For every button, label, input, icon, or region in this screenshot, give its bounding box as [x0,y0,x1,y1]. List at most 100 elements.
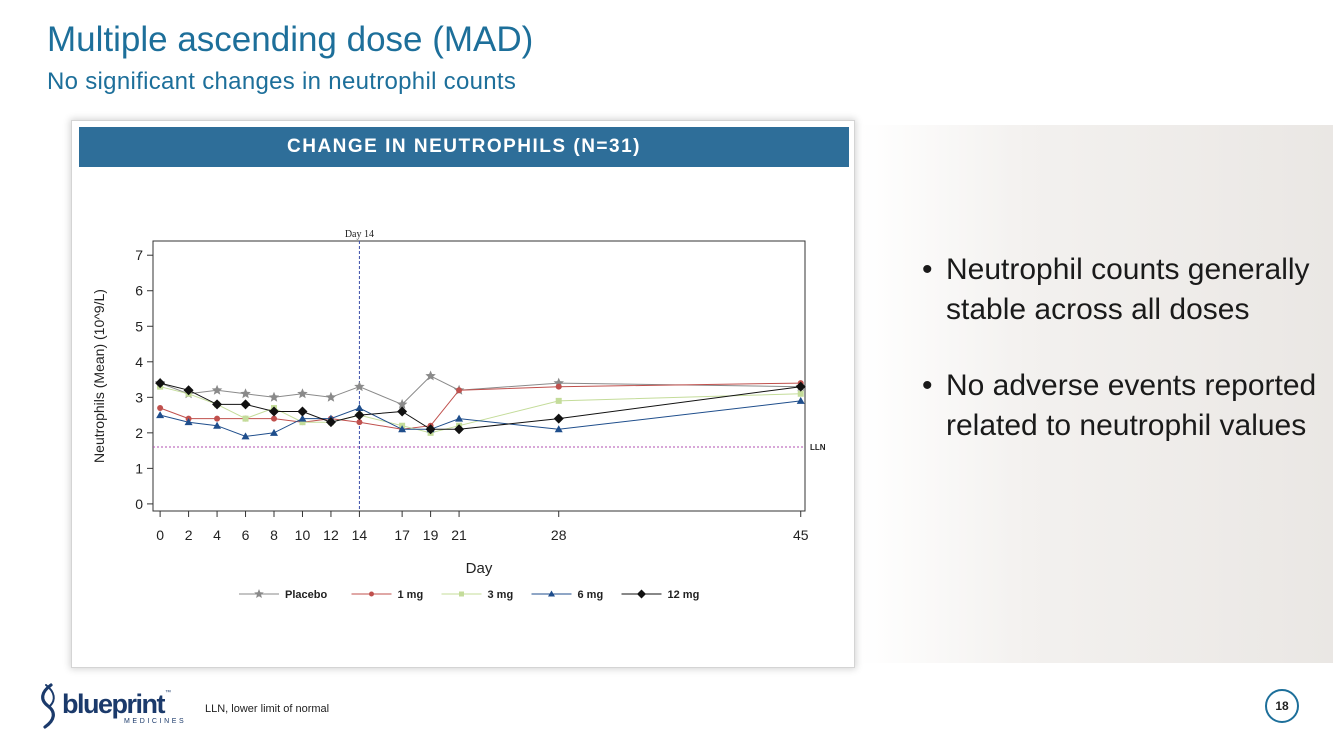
legend-marker-3-mg [459,591,464,597]
y-axis-label: Neutrophils (Mean) (10^9/L) [91,289,107,463]
bullet-text: Neutrophil counts generally stable acros… [946,253,1310,326]
page-number: 18 [1265,689,1299,723]
x-tick-label: 28 [551,527,567,543]
data-point-12-mg [425,424,436,435]
data-point-6-mg [184,418,193,426]
series-line-3-mg [159,386,801,434]
bullet-dot: • [922,369,933,402]
x-tick-label: 6 [242,527,250,543]
data-point-6-mg [213,421,222,429]
data-point-6-mg [156,411,165,419]
slide-subtitle: No significant changes in neutrophil cou… [47,68,517,95]
data-point-6-mg [398,425,407,433]
data-point-1-mg [356,419,363,426]
data-point-1-mg [214,415,221,422]
blueprint-medicines-logo: blueprint™ MEDICINES [37,682,186,730]
data-point-placebo [211,384,223,395]
x-tick-label: 14 [352,527,368,543]
data-point-placebo [354,381,365,392]
data-point-1-mg [271,415,278,422]
bullet-list: • Neutrophil counts generally stable acr… [922,250,1322,482]
legend-marker-12-mg [637,589,646,599]
bullet-panel-background [860,125,1333,663]
bullet-item: • No adverse events reported related to … [922,366,1322,446]
data-point-placebo [325,391,337,402]
legend-label-placebo: Placebo [285,589,327,601]
bullet-dot: • [922,253,933,286]
x-tick-label: 8 [270,527,278,543]
legend-label-1-mg: 1 mg [398,589,424,601]
y-tick-label: 0 [135,496,143,512]
data-point-placebo [553,377,564,388]
chart-header: CHANGE IN NEUTROPHILS (N=31) [79,127,849,167]
data-point-3-mg [797,390,804,397]
series-line-placebo [159,375,801,405]
data-point-12-mg [183,385,194,396]
data-point-6-mg [455,414,464,422]
x-tick-label: 17 [394,527,410,543]
logo-helix-icon [41,683,55,729]
y-tick-label: 2 [135,425,143,441]
y-tick-label: 3 [135,389,143,405]
logo-subtitle: MEDICINES [124,718,187,725]
data-point-3-mg [242,415,249,422]
bullet-text: No adverse events reported related to ne… [946,369,1317,442]
data-point-6-mg [270,428,279,436]
data-point-12-mg [354,410,365,421]
chart-card: CHANGE IN NEUTROPHILS (N=31) LLN Day 14 0 1… [72,121,854,667]
data-point-12-mg [454,424,465,435]
x-tick-label: 10 [295,527,311,543]
x-tick-label: 12 [323,527,339,543]
data-point-12-mg [325,417,336,428]
data-point-placebo [396,398,408,409]
data-point-6-mg [554,425,563,433]
data-point-1-mg [456,387,463,394]
slide-title: Multiple ascending dose (MAD) [47,20,534,59]
legend-marker-6-mg [548,590,555,597]
data-point-1-mg [157,404,164,411]
day14-label: Day 14 [345,229,374,240]
logo-word: blueprint [62,689,166,719]
data-point-placebo [425,370,436,381]
data-point-12-mg [553,413,564,424]
data-point-12-mg [397,406,408,417]
data-point-placebo [297,388,308,399]
data-point-12-mg [212,399,223,410]
data-point-12-mg [795,381,806,392]
series-line-1-mg [159,382,801,430]
data-point-12-mg [155,378,166,389]
data-point-6-mg [241,432,250,440]
data-point-1-mg [555,383,562,390]
x-tick-label: 45 [793,527,809,543]
bullet-item: • Neutrophil counts generally stable acr… [922,250,1322,330]
y-tick-label: 4 [135,354,143,370]
series-line-12-mg [159,382,801,430]
x-tick-label: 21 [451,527,467,543]
legend-label-3-mg: 3 mg [488,589,514,601]
legend-label-6-mg: 6 mg [578,589,604,601]
data-point-12-mg [269,406,280,417]
y-tick-label: 6 [135,283,143,299]
legend-marker-placebo [254,589,264,598]
x-tick-label: 19 [423,527,439,543]
lln-label: LLN [810,443,826,452]
legend-marker-1-mg [369,591,374,597]
x-tick-label: 0 [156,527,164,543]
data-point-placebo [268,391,280,402]
data-point-6-mg [355,403,364,411]
data-point-placebo [240,388,251,399]
data-point-12-mg [240,399,251,410]
data-point-6-mg [796,396,805,404]
data-point-3-mg [299,419,306,426]
x-axis-label: Day [466,560,493,577]
x-tick-label: 4 [213,527,221,543]
data-point-12-mg [297,406,308,417]
legend-label-12-mg: 12 mg [668,589,700,601]
x-tick-label: 2 [185,527,193,543]
plot-frame [152,240,806,512]
y-tick-label: 1 [135,460,143,476]
data-point-6-mg [298,414,307,422]
data-point-3-mg [555,397,562,404]
y-tick-label: 5 [135,318,143,334]
